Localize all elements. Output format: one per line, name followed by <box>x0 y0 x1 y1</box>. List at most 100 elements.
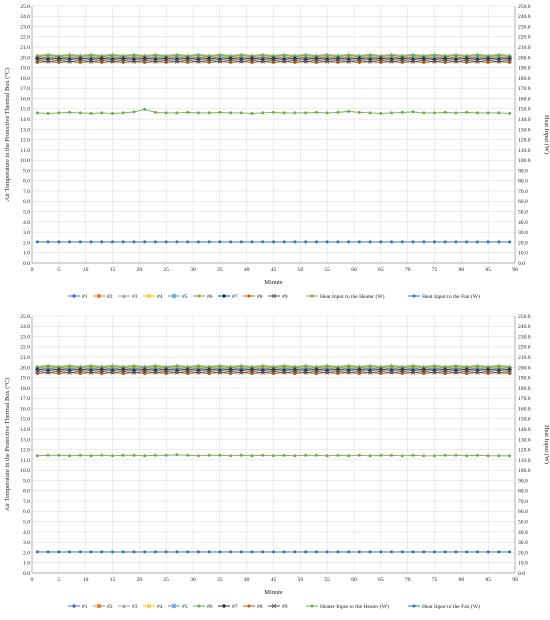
data-point <box>390 53 394 57</box>
data-point <box>143 240 147 244</box>
y-right-tick-label: 250.0 <box>518 4 531 10</box>
data-point <box>346 370 351 375</box>
y-right-tick-label: 100.0 <box>518 468 531 474</box>
data-point <box>357 367 362 372</box>
data-point <box>304 453 308 457</box>
data-point <box>303 59 308 64</box>
legend-item: #1 <box>68 603 88 610</box>
legend-label: Heater Input to the Heater (W) <box>320 603 389 610</box>
data-point <box>411 550 415 554</box>
data-point <box>89 111 93 115</box>
data-point <box>379 111 383 115</box>
data-point <box>368 550 372 554</box>
data-point <box>111 454 114 458</box>
y-left-tick-label: 1.0 <box>23 251 30 257</box>
data-point <box>89 240 93 244</box>
data-point <box>475 59 480 64</box>
data-point <box>465 240 469 244</box>
x-tick-label: 40 <box>244 267 250 273</box>
data-point <box>249 58 255 63</box>
data-point <box>132 550 136 554</box>
y-right-tick-label: 220.0 <box>518 35 531 41</box>
data-point <box>400 240 404 244</box>
data-point <box>292 369 298 374</box>
data-point <box>99 367 105 372</box>
legend-marker <box>271 603 277 609</box>
y-left-tick-label: 16.0 <box>20 406 30 412</box>
data-point <box>347 550 351 554</box>
data-point <box>443 240 447 244</box>
x-tick-label: 90 <box>512 577 518 583</box>
x-tick-label: 50 <box>298 577 304 583</box>
data-point <box>218 364 222 368</box>
data-point <box>35 240 39 244</box>
y-right-tick-label: 130.0 <box>518 127 531 133</box>
x-tick-label: 0 <box>31 267 34 273</box>
legend-item: #8 <box>243 294 263 300</box>
y-right-tick-label: 110.0 <box>518 458 531 464</box>
legend-marker <box>122 603 126 608</box>
data-point <box>389 370 394 375</box>
legend-item: #6 <box>193 604 213 610</box>
data-point <box>249 369 255 374</box>
data-point <box>185 367 190 372</box>
data-point <box>261 364 265 368</box>
data-point <box>496 370 502 375</box>
data-point <box>218 453 222 457</box>
legend-item: #5 <box>168 293 188 300</box>
data-point <box>304 111 308 115</box>
data-point <box>379 550 383 554</box>
data-point <box>175 364 179 368</box>
data-point <box>57 111 61 115</box>
y-right-tick-label: 190.0 <box>518 376 531 382</box>
x-tick-label: 40 <box>244 577 250 583</box>
legend-item: #3 <box>118 603 138 610</box>
data-point <box>497 364 501 368</box>
data-point <box>367 59 373 64</box>
gridlines <box>31 5 516 264</box>
y-right-tick-label: 210.0 <box>518 45 531 51</box>
y-left-tick-label: 7.0 <box>23 189 30 195</box>
data-point <box>400 550 404 554</box>
data-point <box>464 367 469 372</box>
data-point <box>121 369 126 374</box>
legend-marker <box>197 604 201 608</box>
data-point <box>485 367 491 372</box>
data-point <box>45 59 51 64</box>
data-point <box>400 58 405 63</box>
legend-marker <box>171 293 177 299</box>
y-left-tick-label: 21.0 <box>20 355 30 361</box>
data-point <box>89 53 93 57</box>
legend-marker <box>146 603 152 609</box>
data-point <box>454 550 458 554</box>
data-point <box>68 110 72 114</box>
data-point <box>196 370 201 375</box>
y-right-tick-label: 200.0 <box>518 365 531 371</box>
data-point <box>67 370 72 375</box>
data-point <box>368 111 372 115</box>
y-left-tick-label: 19.0 <box>20 376 30 382</box>
data-point <box>239 453 243 457</box>
data-point <box>132 453 136 457</box>
data-point <box>272 454 275 458</box>
data-point <box>68 53 72 57</box>
data-point <box>207 111 211 115</box>
data-point <box>325 240 329 244</box>
data-point <box>196 550 200 554</box>
data-point <box>314 550 318 554</box>
data-point <box>293 111 297 115</box>
data-point <box>196 240 200 244</box>
legend-item: #5 <box>168 603 188 610</box>
y-right-tick-label: 160.0 <box>518 406 531 412</box>
data-point <box>143 107 147 111</box>
data-point <box>282 453 286 457</box>
y-left-tick-label: 17.0 <box>20 86 30 92</box>
y-left-tick-label: 16.0 <box>20 96 30 102</box>
data-point <box>99 369 104 374</box>
y-left-tick-label: 4.0 <box>23 530 30 536</box>
data-point <box>35 550 39 554</box>
y-left-tick-label: 10.0 <box>20 468 30 474</box>
y-axis-left-title: Air Temperature in the Protective Therma… <box>4 68 11 202</box>
y-right-tick-label: 200.0 <box>518 55 531 61</box>
legend-marker <box>221 603 227 609</box>
